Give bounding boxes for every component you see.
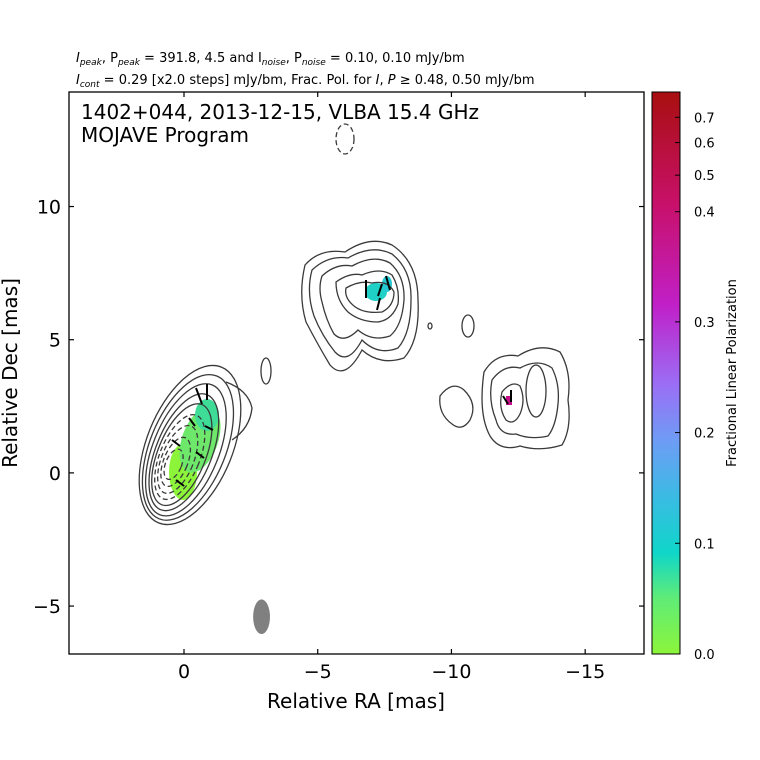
contour-knot-a-5 [345,281,395,314]
evpa-tick [385,275,391,291]
contour-core-2 [141,373,235,521]
intensity-contours [138,123,570,526]
x-tick-label: 0 [178,661,190,683]
y-tick-label: 0 [49,463,61,485]
evpa-tick [377,283,383,297]
colorbar-tick-label: 0.4 [694,206,715,221]
contour-core-1 [138,364,242,526]
colorbar-tick-label: 0.2 [694,427,715,442]
evpa-tick [204,425,214,431]
y-tick-label: 10 [37,197,61,219]
contour-core-5 [151,403,213,507]
y-tick-label: 5 [49,330,61,352]
contour-island-3 [427,322,433,330]
y-axis-ticks: −5 0 5 10 [33,197,644,618]
y-tick-label: −5 [33,596,61,618]
evpa-tick [171,439,181,447]
evpa-tick [195,387,203,405]
chart-subtitle: MOJAVE Program [81,123,249,147]
contour-core-8 [160,436,192,488]
evpa-tick [376,297,381,311]
x-tick-label: −10 [431,661,471,683]
colorbar-label: Fractional Linear Polarization [725,279,740,467]
pol-patch-jet-edge [195,399,219,431]
contour-knot-a-3 [319,258,405,339]
contour-knot-b-4 [525,364,547,418]
plot-area [138,123,570,526]
x-axis-ticks: 0 −5 −10 −15 [178,92,605,683]
x-tick-label: −15 [565,661,605,683]
evpa-tick [195,451,205,459]
header-line-1: Ipeak, Ppeak = 391.8, 4.5 and Inoise, Pn… [76,51,465,68]
contour-island-2 [461,314,475,338]
colorbar-tick-label: 0.7 [694,111,715,126]
contour-knot-a-1 [301,240,419,372]
colorbar-tick-label: 0.3 [694,316,715,331]
evpa-tick [188,417,196,427]
y-axis-label: Relative Dec [mas] [0,278,22,468]
header-line-2: Icont = 0.29 [x2.0 steps] mJy/bm, Frac. … [76,73,535,90]
contour-negative-island [335,123,355,155]
evpa-vectors [171,275,512,487]
contour-knot-b-2 [490,362,560,439]
colorbar-tick-label: 0.6 [694,137,715,152]
contour-knot-a-2 [308,249,412,358]
contour-knot-b-3 [500,383,524,423]
beam-ellipse [253,599,270,635]
colorbar-tick-label: 0.5 [694,169,715,184]
chart-title: 1402+044, 2013-12-15, VLBA 15.4 GHz [81,100,479,124]
colorbar-tick-label: 0.0 [694,648,715,663]
colorbar-tick-label: 0.1 [694,537,715,552]
contour-knot-c [439,385,474,428]
x-axis-label: Relative RA [mas] [267,689,445,713]
contour-island-1 [260,357,272,385]
x-tick-label: −5 [304,661,332,683]
colorbar-ticks: 0.0 0.1 0.2 0.3 0.4 0.5 0.6 0.7 [675,111,715,663]
contour-core-6 [154,413,206,501]
evpa-tick [502,395,509,405]
contour-knot-a-4 [335,270,400,323]
contour-core-3 [144,383,227,517]
plot-frame [68,91,645,655]
contour-jet-bulge [225,381,253,441]
contour-core-7 [156,424,199,495]
contour-knot-b-1 [481,347,570,450]
evpa-tick [175,479,185,487]
colorbar [651,91,681,655]
pol-patch-knot-b [506,396,512,405]
